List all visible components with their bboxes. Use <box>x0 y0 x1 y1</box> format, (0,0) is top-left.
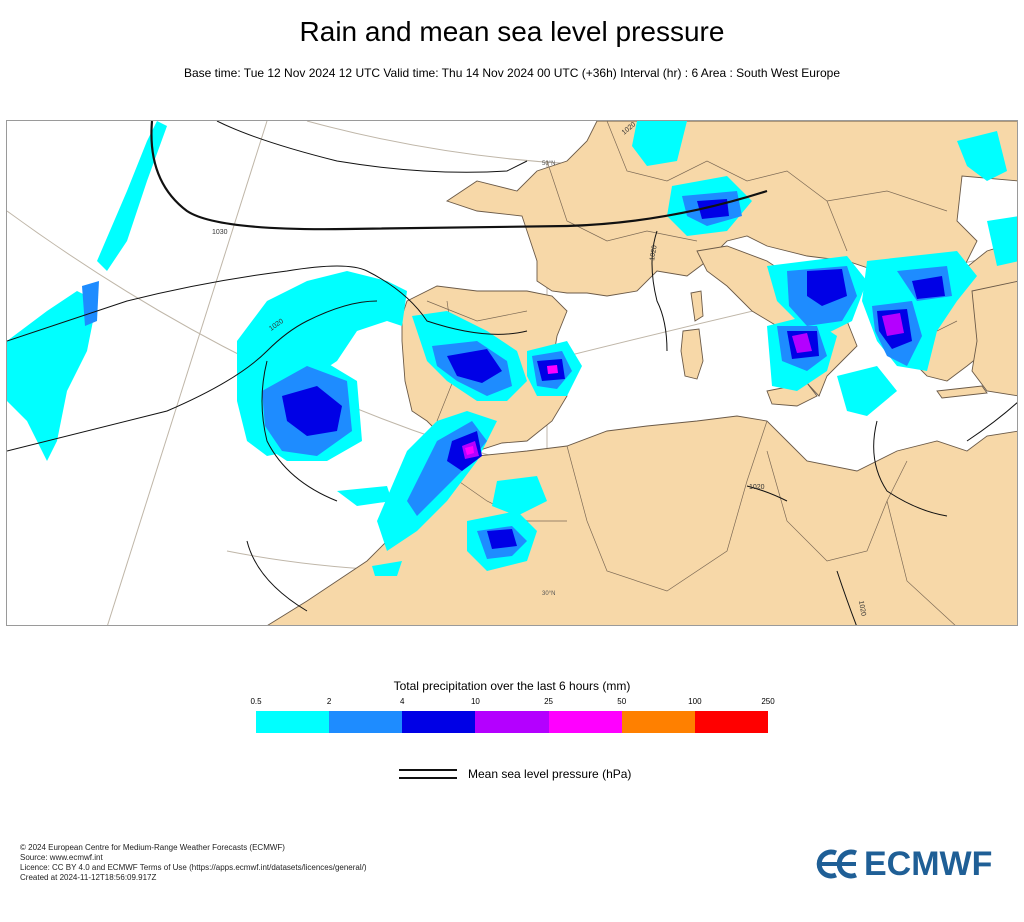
copyright-line: © 2024 European Centre for Medium-Range … <box>20 843 285 852</box>
chart-subtitle: Base time: Tue 12 Nov 2024 12 UTC Valid … <box>184 66 840 80</box>
legend-swatch <box>475 711 549 733</box>
map-canvas: 1030 1020 1020 1020 1020 1020 50°N 30°N <box>7 121 1017 625</box>
legend-tick: 25 <box>544 697 554 706</box>
isobar-label: 1030 <box>212 229 228 236</box>
isobar-legend-line <box>399 769 457 779</box>
weather-map: 1030 1020 1020 1020 1020 1020 50°N 30°N <box>6 120 1018 626</box>
created-line: Created at 2024-11-12T18:56:09.917Z <box>20 873 157 882</box>
licence-line: Licence: CC BY 4.0 and ECMWF Terms of Us… <box>20 863 367 872</box>
lat-label: 30°N <box>542 591 555 597</box>
legend-tick: 100 <box>688 697 702 706</box>
legend-color-bar <box>256 711 768 733</box>
logo-text: ECMWF <box>864 844 993 883</box>
precip-intense <box>462 313 904 459</box>
legend-swatch <box>694 711 768 733</box>
legend-title: Total precipitation over the last 6 hour… <box>393 679 631 693</box>
country-borders <box>426 121 958 625</box>
legend-tick: 4 <box>400 697 405 706</box>
isobar-label: 1020 <box>857 600 867 617</box>
ecmwf-logo: ECMWF <box>814 844 993 883</box>
legend-swatch <box>329 711 403 733</box>
legend-swatch <box>402 711 476 733</box>
legend-swatch <box>621 711 695 733</box>
legend-tick: 2 <box>326 697 332 706</box>
footer-credits: © 2024 European Centre for Medium-Range … <box>20 843 367 883</box>
ecmwf-logo-icon <box>816 849 857 879</box>
legend-swatch <box>256 711 330 733</box>
isobar-label: 1020 <box>749 484 765 491</box>
legend-ticks: 0.5 2 4 10 25 50 100 250 <box>250 697 774 709</box>
lat-label: 50°N <box>542 161 555 167</box>
legend-tick: 50 <box>617 697 627 706</box>
isobar-legend-label: Mean sea level pressure (hPa) <box>468 767 632 781</box>
isobars <box>7 121 1017 625</box>
source-line: Source: www.ecmwf.int <box>20 853 103 862</box>
legend-tick: 10 <box>470 697 480 706</box>
isobar-label: 1020 <box>649 245 659 262</box>
chart-title: Rain and mean sea level pressure <box>299 16 725 47</box>
legend-tick: 0.5 <box>250 697 262 706</box>
legend-tick: 250 <box>761 697 775 706</box>
legend-swatch <box>548 711 622 733</box>
